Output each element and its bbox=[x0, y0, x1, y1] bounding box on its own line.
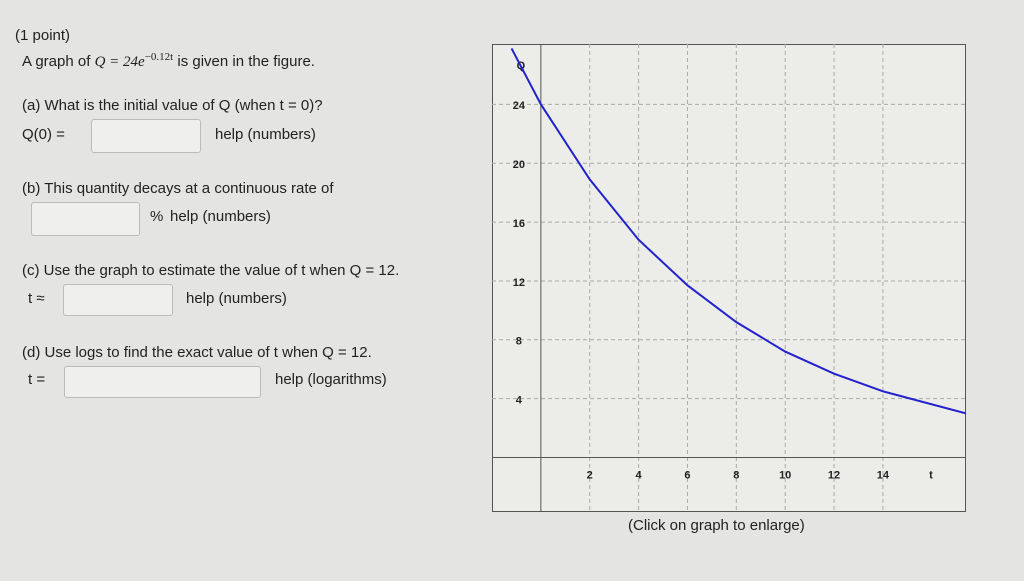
help-link[interactable]: help (numbers) bbox=[186, 290, 287, 307]
prompt: A graph of Q = 24e−0.12t is given in the… bbox=[22, 51, 315, 71]
y-tick-label: 8 bbox=[516, 336, 522, 348]
graph-frame bbox=[492, 44, 966, 512]
help-link[interactable]: help (logarithms) bbox=[275, 371, 387, 388]
answer-input[interactable] bbox=[63, 284, 173, 316]
y-tick-label: 20 bbox=[513, 159, 525, 171]
points: (1 point) bbox=[15, 27, 71, 44]
question: (a) What is the initial value of Q (when… bbox=[22, 97, 323, 114]
y-tick-label: 24 bbox=[513, 100, 526, 112]
curve bbox=[510, 47, 966, 415]
question: (c) Use the graph to estimate the value … bbox=[22, 262, 400, 279]
x-axis-label: t bbox=[929, 469, 933, 481]
answer-input[interactable] bbox=[64, 366, 261, 398]
x-tick-label: 8 bbox=[733, 469, 739, 481]
help-link[interactable]: help (numbers) bbox=[215, 126, 316, 143]
x-tick-label: 12 bbox=[828, 469, 840, 481]
x-tick-label: 10 bbox=[779, 469, 791, 481]
answer-input[interactable] bbox=[31, 202, 140, 236]
x-tick-label: 6 bbox=[684, 469, 690, 481]
answer-label: t ≈ bbox=[28, 290, 45, 307]
y-tick-label: 16 bbox=[513, 218, 525, 230]
answer-label: Q(0) = bbox=[22, 126, 65, 143]
answer-input[interactable] bbox=[91, 119, 201, 153]
answer-label: t = bbox=[28, 371, 46, 388]
prompt-after: is given in the figure. bbox=[177, 53, 315, 70]
y-tick-label: 4 bbox=[516, 395, 523, 407]
y-tick-label: 12 bbox=[513, 277, 525, 289]
question: (d) Use logs to find the exact value of … bbox=[22, 344, 372, 361]
question: (b) This quantity decays at a continuous… bbox=[22, 180, 334, 197]
prompt-before: A graph of bbox=[22, 53, 91, 70]
exponent: −0.12t bbox=[144, 51, 174, 63]
x-tick-label: 2 bbox=[587, 469, 593, 481]
caption[interactable]: (Click on graph to enlarge) bbox=[628, 517, 805, 534]
formula: Q = 24e bbox=[94, 54, 145, 70]
help-link[interactable]: help (numbers) bbox=[170, 208, 271, 225]
x-tick-label: 4 bbox=[636, 469, 643, 481]
answer-label: % bbox=[150, 208, 164, 225]
x-tick-label: 14 bbox=[877, 469, 890, 481]
